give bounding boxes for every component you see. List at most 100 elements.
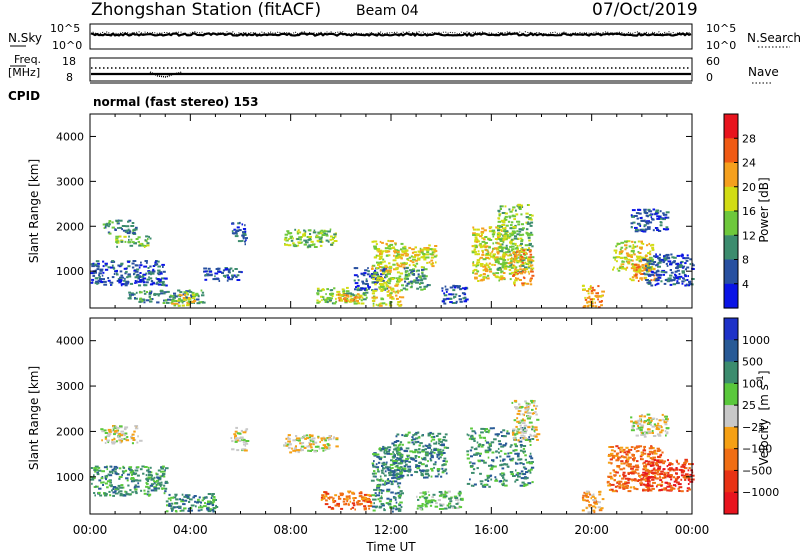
range-cell xyxy=(514,224,517,227)
range-cell xyxy=(637,425,640,427)
range-cell xyxy=(477,250,480,253)
range-cell xyxy=(190,294,193,297)
range-cell xyxy=(653,423,657,426)
range-cell xyxy=(361,296,364,299)
range-cell xyxy=(533,401,536,404)
range-cell xyxy=(485,451,490,454)
range-cell xyxy=(637,280,640,282)
range-cell xyxy=(646,413,651,416)
range-cell xyxy=(515,425,518,428)
range-cell xyxy=(655,278,660,281)
range-cell xyxy=(209,508,212,511)
range-cell xyxy=(439,456,442,459)
range-cell xyxy=(328,438,333,441)
range-cell xyxy=(644,469,649,472)
range-cell xyxy=(599,507,604,510)
range-cell xyxy=(521,239,524,241)
scatter-patch xyxy=(230,426,250,452)
range-cell xyxy=(639,228,643,231)
range-cell xyxy=(129,296,132,299)
range-cell xyxy=(362,282,366,285)
range-cell xyxy=(381,279,385,282)
range-cell xyxy=(652,435,657,437)
range-cell xyxy=(664,481,668,484)
range-cell xyxy=(201,291,205,294)
range-cell xyxy=(343,289,346,292)
range-cell xyxy=(404,280,407,283)
range-cell xyxy=(534,431,536,433)
range-cell xyxy=(330,292,335,295)
range-cell xyxy=(463,300,468,303)
range-cell xyxy=(325,293,327,296)
range-cell xyxy=(416,279,420,282)
range-cell xyxy=(645,267,648,270)
range-cell xyxy=(117,227,119,229)
range-cell xyxy=(675,266,679,269)
range-cell xyxy=(394,247,396,250)
range-cell xyxy=(681,271,685,274)
range-cell xyxy=(478,244,482,247)
range-cell xyxy=(420,472,424,475)
range-cell xyxy=(101,470,105,473)
range-cell xyxy=(632,470,636,473)
range-cell xyxy=(623,256,628,259)
range-cell xyxy=(112,491,116,494)
range-cell xyxy=(386,490,390,493)
range-cell xyxy=(424,505,428,508)
range-cell xyxy=(375,254,378,257)
range-cell xyxy=(396,469,401,471)
range-cell xyxy=(287,434,291,437)
range-cell xyxy=(153,480,155,483)
range-cell xyxy=(406,474,409,477)
range-cell xyxy=(686,266,690,269)
range-cell xyxy=(381,289,385,291)
range-cell xyxy=(213,496,216,498)
range-cell xyxy=(517,454,520,457)
range-cell xyxy=(437,473,440,476)
range-cell xyxy=(663,473,667,476)
range-cell xyxy=(646,484,651,487)
range-cell xyxy=(377,479,380,482)
range-cell xyxy=(512,433,515,436)
nsky-frame xyxy=(89,23,693,50)
range-cell xyxy=(664,423,668,426)
range-cell xyxy=(476,253,480,256)
range-cell xyxy=(487,456,490,459)
range-cell xyxy=(525,212,529,215)
range-cell xyxy=(628,456,632,459)
range-cell xyxy=(661,488,665,491)
range-cell xyxy=(513,264,515,267)
range-cell xyxy=(665,278,668,281)
range-cell xyxy=(597,285,600,288)
range-cell xyxy=(443,302,446,305)
range-cell xyxy=(327,444,330,447)
range-cell xyxy=(134,270,139,273)
range-cell xyxy=(143,492,147,495)
range-cell xyxy=(238,270,242,273)
range-cell xyxy=(484,270,489,273)
range-cell xyxy=(651,263,655,266)
range-cell xyxy=(519,268,522,271)
colorbar-swatch xyxy=(724,259,738,285)
range-cell xyxy=(151,270,156,273)
range-cell xyxy=(421,450,425,453)
range-cell xyxy=(461,287,466,290)
range-cell xyxy=(584,298,588,301)
range-cell xyxy=(680,474,684,477)
range-cell xyxy=(136,268,140,271)
range-cell xyxy=(393,254,395,257)
range-cell xyxy=(338,497,342,500)
range-cell xyxy=(616,242,621,245)
range-cell xyxy=(630,222,634,225)
range-cell xyxy=(424,465,428,468)
range-cell xyxy=(125,493,130,496)
range-cell xyxy=(371,472,375,475)
range-cell xyxy=(425,454,429,457)
range-cell xyxy=(612,469,615,472)
range-cell xyxy=(519,484,524,487)
range-cell xyxy=(171,508,174,511)
range-cell xyxy=(348,300,352,303)
range-cell xyxy=(380,478,383,481)
range-cell xyxy=(476,270,480,273)
range-cell xyxy=(524,270,527,273)
